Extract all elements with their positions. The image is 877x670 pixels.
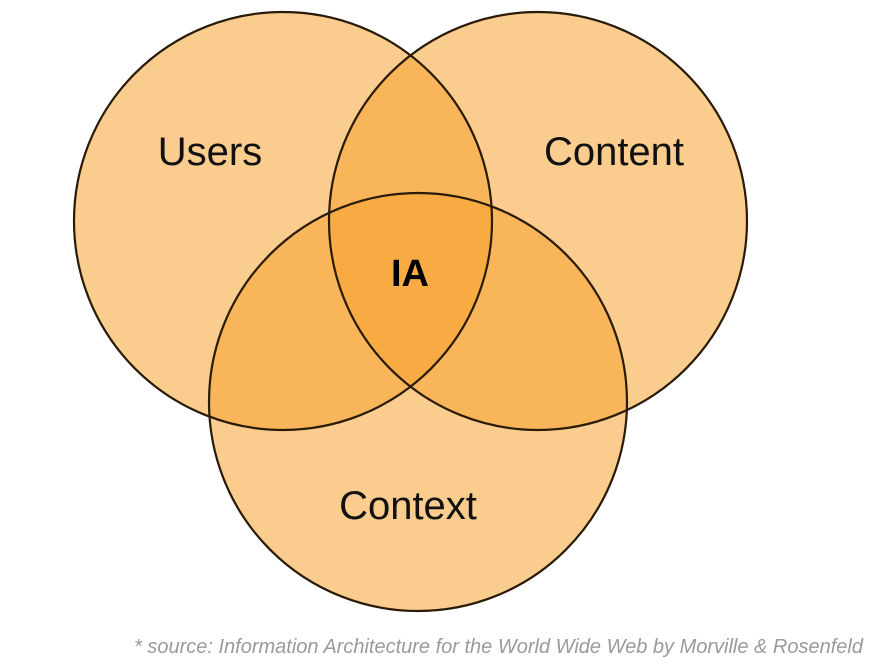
label-content: Content	[544, 130, 684, 174]
circle-context	[209, 193, 627, 611]
circle-content-outline	[327, 10, 749, 432]
circle-users-outline	[72, 10, 494, 432]
label-users: Users	[158, 130, 262, 174]
label-intersection-ia: IA	[391, 253, 429, 295]
circle-context-outline	[207, 191, 629, 613]
source-note: * source: Information Architecture for t…	[133, 636, 863, 658]
label-context: Context	[339, 484, 477, 528]
